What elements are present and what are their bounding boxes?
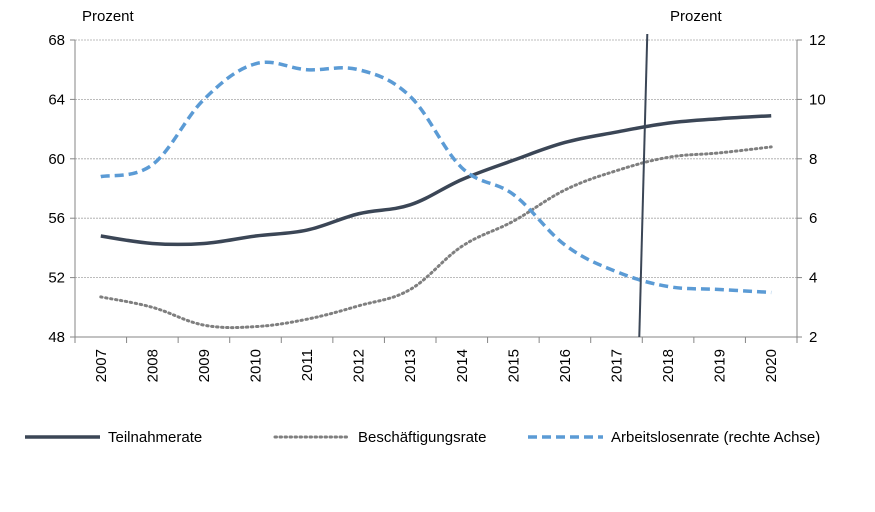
x-tick-label: 2019 (712, 349, 729, 382)
right-y-tick-label: 12 (809, 32, 826, 49)
right-y-tick-label: 6 (809, 210, 817, 227)
right-y-tick-label: 4 (809, 270, 817, 287)
right-y-tick-label: 2 (809, 329, 817, 346)
legend: Teilnahmerate Beschäftigungsrate Arbeitslo… (25, 429, 820, 446)
left-axis-unit-label: Prozent (82, 8, 135, 25)
legend-label-3: Arbeitslosenrate (rechte Achse) (611, 429, 820, 446)
legend-label-1: Teilnahmerate (108, 429, 202, 446)
right-y-tick-label: 10 (809, 91, 826, 108)
axes (70, 39, 802, 343)
x-tick-label: 2012 (351, 349, 368, 382)
grid-lines (75, 39, 797, 279)
series-lines (99, 60, 773, 330)
legend-label-2: Beschäftigungsrate (358, 429, 486, 446)
left-y-tick-label: 64 (48, 91, 65, 108)
left-y-tick-label: 68 (48, 32, 65, 49)
right-y-tick-label: 8 (809, 151, 817, 168)
x-tick-label: 2015 (505, 349, 522, 382)
x-tick-label: 2017 (609, 349, 626, 382)
forecast-divider-line (638, 33, 649, 338)
x-tick-label: 2013 (402, 349, 419, 382)
x-tick-label: 2020 (763, 349, 780, 382)
left-y-tick-label: 48 (48, 329, 65, 346)
series-line-1 (100, 113, 772, 247)
left-y-tick-label: 52 (48, 270, 65, 287)
right-axis-unit-label: Prozent (670, 8, 723, 25)
x-tick-label: 2009 (196, 349, 213, 382)
series-line-2 (99, 145, 773, 330)
x-tick-label: 2008 (144, 349, 161, 382)
x-tick-label: 2011 (299, 349, 316, 381)
forecast-marker (638, 33, 649, 338)
x-tick-label: 2018 (660, 349, 677, 382)
left-y-tick-label: 60 (48, 151, 65, 168)
x-tick-label: 2016 (557, 349, 574, 382)
x-tick-label: 2014 (454, 349, 471, 382)
series-line-3 (100, 60, 772, 295)
x-tick-label: 2010 (248, 349, 265, 382)
left-y-tick-label: 56 (48, 210, 65, 227)
x-tick-label: 2007 (93, 349, 110, 382)
